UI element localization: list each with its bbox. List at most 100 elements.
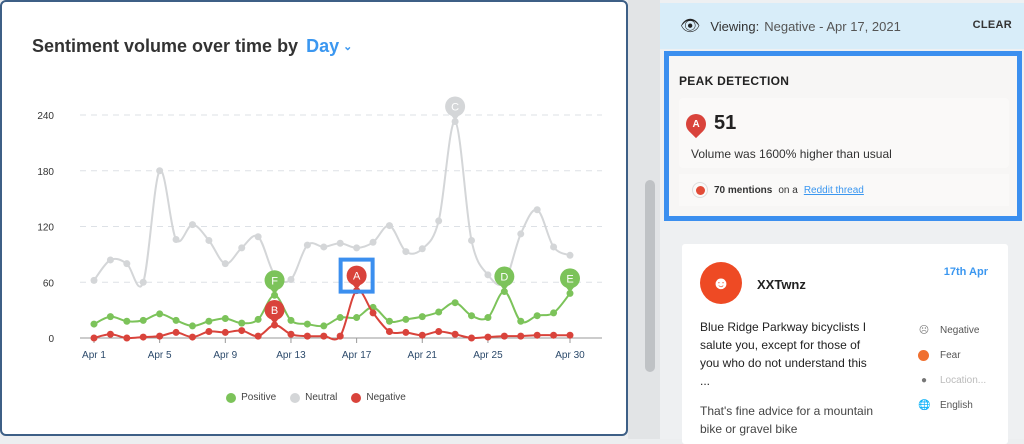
data-point-neutral (254, 233, 262, 241)
y-tick-label: 0 (48, 334, 54, 345)
data-point-positive (287, 316, 295, 324)
peak-marker-b[interactable]: B (264, 299, 285, 324)
data-point-negative (500, 332, 508, 340)
granularity-dropdown[interactable]: Day ⌄ (306, 36, 353, 56)
data-point-neutral (418, 245, 426, 253)
reddit-icon (692, 182, 708, 198)
peak-description: Volume was 1600% higher than usual (691, 147, 892, 161)
data-point-negative (254, 332, 262, 340)
data-point-negative (320, 332, 328, 340)
legend-item-positive[interactable]: Positive (226, 392, 276, 403)
data-point-positive (402, 315, 410, 323)
data-point-positive (451, 299, 459, 307)
data-point-negative (533, 331, 541, 339)
post-text: Blue Ridge Parkway bicyclists I salute y… (700, 320, 867, 388)
data-point-negative (205, 327, 213, 335)
marker-label: B (271, 305, 278, 317)
emotion-dot-icon (918, 350, 930, 361)
peak-marker-f[interactable]: F (264, 270, 285, 295)
data-point-negative (303, 332, 311, 340)
data-point-neutral (468, 236, 476, 244)
data-point-neutral (320, 243, 328, 251)
chart-legend: Positive Neutral Negative (2, 392, 630, 403)
peak-marker-a[interactable]: A (338, 257, 375, 294)
data-point-neutral (172, 236, 180, 244)
data-point-negative (221, 328, 229, 336)
post-text-2: That's fine advice for a mountain bike o… (700, 404, 874, 436)
data-point-negative (550, 331, 558, 339)
data-point-neutral (533, 206, 541, 214)
data-point-neutral (106, 256, 114, 264)
data-point-negative (451, 330, 459, 338)
y-tick-label: 240 (37, 111, 54, 122)
mentions-row: 70 mentions on a Reddit thread (679, 174, 1009, 206)
data-point-neutral (303, 241, 311, 249)
post-date[interactable]: 17th Apr (943, 266, 988, 278)
x-tick-label: Apr 5 (148, 350, 172, 361)
data-point-positive (353, 314, 361, 322)
post-card[interactable]: ☻ XXTwnz 17th Apr Blue Ridge Parkway bic… (682, 244, 1008, 444)
data-point-neutral (238, 244, 246, 252)
data-point-neutral (566, 251, 574, 259)
x-tick-label: Apr 25 (473, 350, 503, 361)
legend-item-negative[interactable]: Negative (351, 392, 406, 403)
legend-dot-icon (290, 392, 301, 403)
data-point-negative (188, 333, 196, 341)
scrollbar-thumb[interactable] (645, 180, 655, 372)
data-point-negative (385, 327, 393, 335)
reddit-thread-link[interactable]: Reddit thread (803, 184, 864, 196)
x-tick-label: Apr 9 (213, 350, 237, 361)
data-point-positive (221, 314, 229, 322)
chart-panel: Sentiment volume over time by Day ⌄ 0 60 12… (0, 0, 628, 436)
data-point-neutral (123, 260, 131, 268)
eye-icon: 👁 (680, 18, 701, 35)
peak-marker-c[interactable]: C (445, 96, 466, 121)
viewing-banner: 👁 Viewing: Negative - Apr 17, 2021 CLEAR (660, 3, 1024, 49)
location-pin-icon: ● (920, 375, 928, 386)
data-point-positive (533, 312, 541, 320)
globe-icon: 🌐 (918, 400, 931, 411)
x-tick-label: Apr 1 (82, 350, 106, 361)
data-point-negative (90, 334, 98, 342)
data-point-neutral (550, 243, 558, 251)
data-point-negative (106, 330, 114, 338)
data-point-positive (123, 317, 131, 325)
data-point-positive (418, 313, 426, 321)
data-point-positive (468, 312, 476, 320)
marker-label: F (271, 275, 278, 287)
marker-label: D (500, 272, 508, 284)
data-point-positive (484, 314, 492, 322)
data-point-positive (139, 316, 147, 324)
data-point-negative (435, 327, 443, 335)
detail-panel: 👁 Viewing: Negative - Apr 17, 2021 CLEAR… (660, 0, 1024, 444)
data-point-negative (517, 332, 525, 340)
data-point-positive (271, 291, 279, 299)
peak-marker-d[interactable]: D (494, 266, 515, 291)
x-tick-label: Apr 13 (276, 350, 306, 361)
clear-button[interactable]: CLEAR (972, 19, 1012, 31)
marker-bubble (264, 299, 285, 320)
data-point-negative (468, 334, 476, 342)
data-point-positive (385, 317, 393, 325)
chevron-down-icon: ⌄ (343, 41, 353, 53)
data-point-neutral (451, 118, 459, 126)
legend-dot-icon (226, 392, 237, 403)
data-point-negative (271, 321, 279, 329)
peak-value: A 51 (681, 109, 736, 138)
scrollbar-track[interactable] (628, 0, 660, 439)
series-line-neutral (93, 120, 571, 288)
x-tick-label: Apr 21 (408, 350, 438, 361)
data-point-positive (188, 322, 196, 330)
marker-bubble (346, 265, 367, 286)
legend-item-neutral[interactable]: Neutral (290, 392, 337, 403)
x-tick-label: Apr 30 (555, 350, 585, 361)
data-point-neutral (353, 244, 361, 252)
data-point-negative (336, 332, 344, 340)
data-point-neutral (90, 276, 98, 284)
post-username[interactable]: XXTwnz (757, 277, 806, 292)
y-tick-label: 60 (43, 278, 55, 289)
sad-face-icon: ☹ (918, 325, 930, 336)
peak-marker-e[interactable]: E (560, 268, 580, 293)
peak-marker-icon: A (681, 109, 711, 138)
data-point-positive (156, 310, 164, 318)
